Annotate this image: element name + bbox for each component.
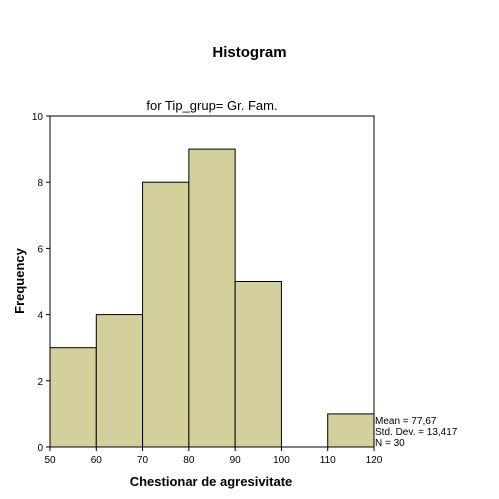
x-tick-label: 50	[44, 455, 56, 466]
x-tick-label: 120	[366, 455, 383, 466]
y-tick-label: 8	[37, 178, 43, 189]
histogram-bar-2	[142, 181, 190, 448]
y-axis-label: Frequency	[12, 247, 27, 314]
histogram-bar-4	[234, 281, 282, 448]
x-axis-label: Chestionar de agresivitate	[130, 474, 293, 489]
chart-title: Histogram	[212, 44, 287, 61]
stats-n: N = 30	[375, 438, 405, 449]
histogram-bar-1	[95, 314, 144, 448]
y-tick-label: 10	[32, 112, 44, 123]
stats-mean: Mean = 77,67	[375, 416, 437, 427]
histogram-bar-6	[327, 413, 375, 448]
y-tick-label: 2	[37, 377, 43, 388]
chart-subtitle: for Tip_grup= Gr. Fam.	[146, 98, 278, 113]
x-tick-label: 100	[273, 455, 290, 466]
histogram-bar-3	[188, 148, 236, 448]
x-tick-label: 90	[230, 455, 242, 466]
histogram-bar-0	[49, 347, 97, 448]
stats-std-dev: Std. Dev. = 13,417	[375, 427, 458, 438]
x-tick-label: 60	[91, 455, 103, 466]
stats-box: Mean = 77,67 Std. Dev. = 13,417 N = 30	[375, 416, 457, 449]
y-tick-label: 4	[37, 311, 43, 322]
y-tick-label: 6	[37, 244, 43, 255]
y-tick-label: 0	[37, 443, 43, 454]
x-tick-label: 80	[183, 455, 195, 466]
x-tick-label: 70	[137, 455, 149, 466]
x-tick-label: 110	[320, 455, 336, 466]
